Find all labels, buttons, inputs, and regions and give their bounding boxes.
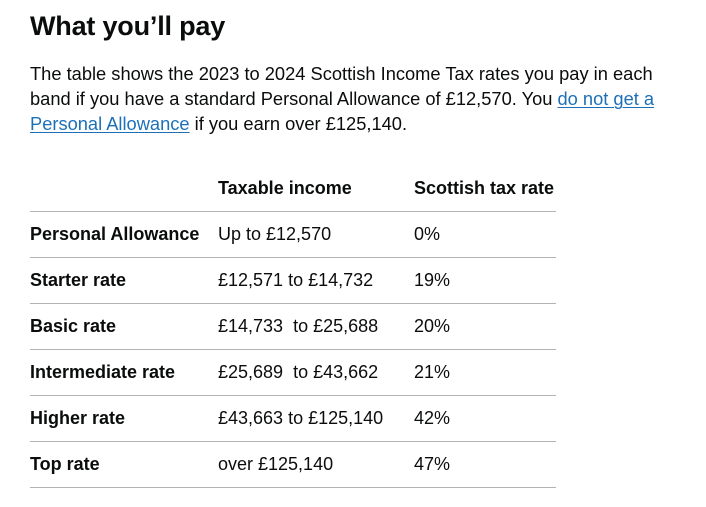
intro-text-after: if you earn over £125,140. [189, 113, 408, 134]
table-row: Top rate over £125,140 47% [30, 441, 556, 488]
tax-rate: 19% [414, 257, 556, 304]
tax-rate: 20% [414, 303, 556, 350]
intro-paragraph: The table shows the 2023 to 2024 Scottis… [30, 61, 670, 136]
intro-text-before: The table shows the 2023 to 2024 Scottis… [30, 63, 653, 109]
section-heading: What you’ll pay [30, 11, 226, 41]
tax-rate: 47% [414, 441, 556, 488]
tax-rate: 42% [414, 395, 556, 442]
header-scottish-tax-rate: Scottish tax rate [414, 165, 556, 212]
header-band [30, 165, 218, 212]
table-header-row: Taxable income Scottish tax rate [30, 165, 556, 212]
taxable-income: £25,689 to £43,662 [218, 349, 414, 396]
tax-rate: 0% [414, 211, 556, 258]
personal-allowance-link[interactable]: do not get a Personal Allowance [30, 88, 655, 134]
header-taxable-income: Taxable income [218, 165, 414, 212]
tax-rate: 21% [414, 349, 556, 396]
table-row: Starter rate £12,571 to £14,732 19% [30, 257, 556, 304]
band-name: Intermediate rate [30, 349, 218, 396]
tax-rates-table: Taxable income Scottish tax rate Persona… [30, 165, 556, 488]
table-row: Basic rate £14,733 to £25,688 20% [30, 303, 556, 350]
band-name: Higher rate [30, 395, 218, 442]
band-name: Top rate [30, 441, 218, 488]
table-row: Personal Allowance Up to £12,570 0% [30, 211, 556, 258]
table-row: Intermediate rate £25,689 to £43,662 21% [30, 349, 556, 396]
taxable-income: £12,571 to £14,732 [218, 257, 414, 304]
table-row: Higher rate £43,663 to £125,140 42% [30, 395, 556, 442]
taxable-income: £43,663 to £125,140 [218, 395, 414, 442]
taxable-income: Up to £12,570 [218, 211, 414, 258]
band-name: Basic rate [30, 303, 218, 350]
band-name: Starter rate [30, 257, 218, 304]
taxable-income: over £125,140 [218, 441, 414, 488]
band-name: Personal Allowance [30, 211, 218, 258]
taxable-income: £14,733 to £25,688 [218, 303, 414, 350]
